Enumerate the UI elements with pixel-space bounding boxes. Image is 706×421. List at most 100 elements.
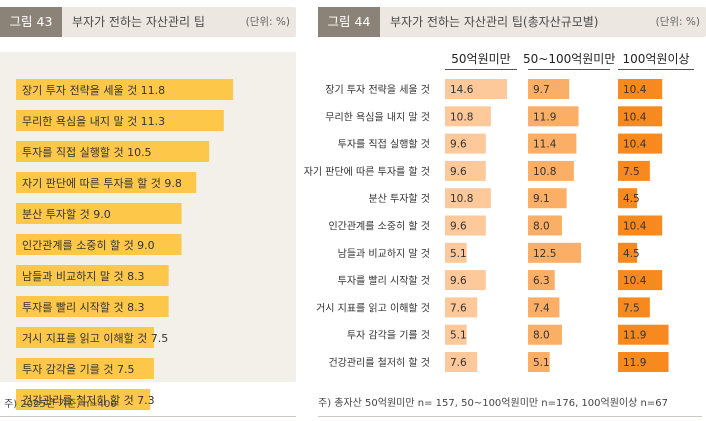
data-label: 14.6: [450, 84, 474, 96]
column-header-over-100: 100억원이상: [622, 52, 690, 66]
category-label: 남들과 비교하지 말 것: [338, 247, 430, 260]
bar: [528, 133, 577, 154]
bar: [16, 110, 224, 131]
bar: [618, 297, 650, 318]
bar: [528, 106, 579, 127]
bar-label: 자기 판단에 따른 투자를 할 것 9.8: [22, 177, 182, 190]
category-label: 투자를 직접 실행할 것: [338, 139, 430, 151]
figure-title: 부자가 전하는 자산관리 팁(총자산규모별): [390, 15, 599, 29]
category-label: 건강관리를 철저히 할 것: [328, 357, 430, 369]
data-label: 8.0: [533, 330, 550, 342]
bar: [445, 297, 478, 318]
bar: [445, 215, 486, 236]
bar: [528, 270, 555, 291]
data-label: 10.4: [623, 139, 647, 151]
bar-label: 거시 지표를 읽고 이해할 것 7.5: [22, 331, 168, 345]
unit-label: (단위: %): [245, 16, 290, 28]
data-label: 10.8: [450, 111, 473, 123]
overall-tips-bar-chart: 장기 투자 전략을 세울 것 11.8 무리한 욕심을 내지 말 것 11.3 투자…: [16, 79, 233, 410]
bar: [16, 327, 154, 348]
figure-badge: 그림 43: [0, 7, 62, 37]
bar: [618, 324, 669, 345]
category-label: 인간관계를 소중히 할 것: [328, 221, 430, 233]
data-label: 11.9: [623, 330, 646, 342]
footnote: 주) 총자산 50억원미만 n= 157, 50~100억원미만 n=176, …: [318, 398, 668, 409]
bar: [618, 352, 669, 372]
bar-label: 장기 투자 전략을 세울 것 11.8: [22, 84, 165, 97]
data-label: 7.5: [623, 166, 640, 178]
column-header-underline: [618, 69, 694, 70]
bar: [16, 296, 169, 317]
data-label: 9.6: [450, 166, 467, 178]
data-label: 10.8: [450, 193, 473, 205]
bar-label: 남들과 비교하지 말 것 8.3: [22, 269, 145, 283]
category-label: 장기 투자 전략을 세울 것: [325, 84, 430, 96]
figure-badge: 그림 44: [318, 7, 380, 37]
data-label: 4.5: [623, 248, 640, 260]
left-title-bar: 그림 43 부자가 전하는 자산관리 팁 (단위: %): [0, 7, 296, 37]
tips-by-asset-size-bar-chart: 장기 투자 전략을 세울 것 14.6 9.7 10.4 무리한 욕심을 내지 말 것 1…: [304, 79, 669, 372]
bar: [445, 270, 486, 291]
data-label: 4.5: [623, 193, 640, 205]
right-title-bar: 그림 44 부자가 전하는 자산관리 팁(총자산규모별) (단위: %): [318, 7, 706, 37]
column-header-under-50: 50억원미만: [451, 52, 511, 66]
data-label: 5.1: [533, 357, 550, 369]
bar: [528, 324, 562, 345]
bar-label: 투자를 직접 실행할 것 10.5: [22, 146, 152, 159]
data-label: 7.6: [450, 357, 467, 369]
data-label: 10.4: [623, 111, 647, 123]
bar: [445, 133, 486, 154]
data-label: 11.9: [533, 111, 556, 123]
bar: [528, 352, 550, 372]
column-header-underline: [528, 69, 610, 70]
data-label: 7.4: [533, 302, 550, 314]
bar-label: 투자 감각을 기를 것 7.5: [22, 363, 134, 376]
bar: [16, 234, 182, 255]
category-label: 거시 지표를 읽고 이해할 것: [316, 301, 430, 314]
column-header-underline: [445, 69, 517, 70]
data-label: 11.4: [533, 139, 557, 151]
data-label: 7.5: [623, 302, 640, 314]
data-label: 10.8: [533, 166, 556, 178]
bar: [445, 188, 491, 209]
bar: [445, 324, 467, 345]
category-label: 투자 감각을 기를 것: [347, 330, 430, 342]
bar: [445, 242, 467, 263]
data-label: 10.4: [623, 275, 647, 287]
bar: [618, 79, 663, 99]
bottom-divider: [0, 416, 296, 417]
bar: [445, 106, 491, 127]
data-label: 8.0: [533, 221, 550, 233]
category-label: 분산 투자할 것: [368, 193, 430, 205]
bar: [618, 133, 663, 154]
bar: [16, 79, 233, 100]
category-label: 자기 판단에 따른 투자를 할 것: [304, 166, 430, 178]
bar: [618, 242, 638, 263]
data-label: 10.4: [623, 221, 647, 233]
bar: [618, 270, 663, 291]
data-label: 11.9: [623, 357, 646, 369]
right-figure-panel: 그림 44 부자가 전하는 자산관리 팁(총자산규모별) (단위: %) 50억…: [304, 0, 706, 421]
data-label: 7.6: [450, 302, 467, 314]
bar-label: 무리한 욕심을 내지 말 것 11.3: [22, 115, 165, 128]
bar: [16, 203, 182, 224]
figure-title: 부자가 전하는 자산관리 팁: [72, 15, 205, 29]
category-label: 무리한 욕심을 내지 말 것: [325, 111, 430, 123]
column-header-50-100: 50~100억원미만: [523, 52, 616, 66]
bar: [16, 358, 154, 379]
data-label: 10.4: [623, 84, 647, 96]
category-label: 투자를 빨리 시작할 것: [338, 275, 430, 287]
bar: [16, 389, 151, 410]
bottom-divider: [318, 416, 702, 417]
bar-label: 건강관리를 철저히 할 것 7.3: [22, 393, 155, 407]
data-label: 9.6: [450, 139, 467, 151]
bar: [618, 188, 638, 209]
bar: [618, 106, 663, 127]
bar: [445, 79, 507, 99]
bar: [16, 141, 210, 162]
left-figure-panel: 그림 43 부자가 전하는 자산관리 팁 (단위: %) 장기 투자 전략을 세…: [0, 0, 296, 421]
data-label: 9.7: [533, 84, 550, 96]
bar: [618, 160, 650, 181]
data-label: 9.1: [533, 193, 550, 205]
data-label: 5.1: [450, 248, 467, 260]
